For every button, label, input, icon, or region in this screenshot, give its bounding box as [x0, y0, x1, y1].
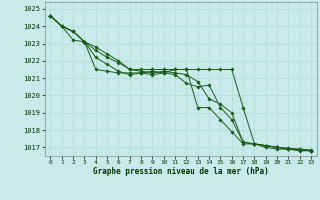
X-axis label: Graphe pression niveau de la mer (hPa): Graphe pression niveau de la mer (hPa) [93, 167, 269, 176]
